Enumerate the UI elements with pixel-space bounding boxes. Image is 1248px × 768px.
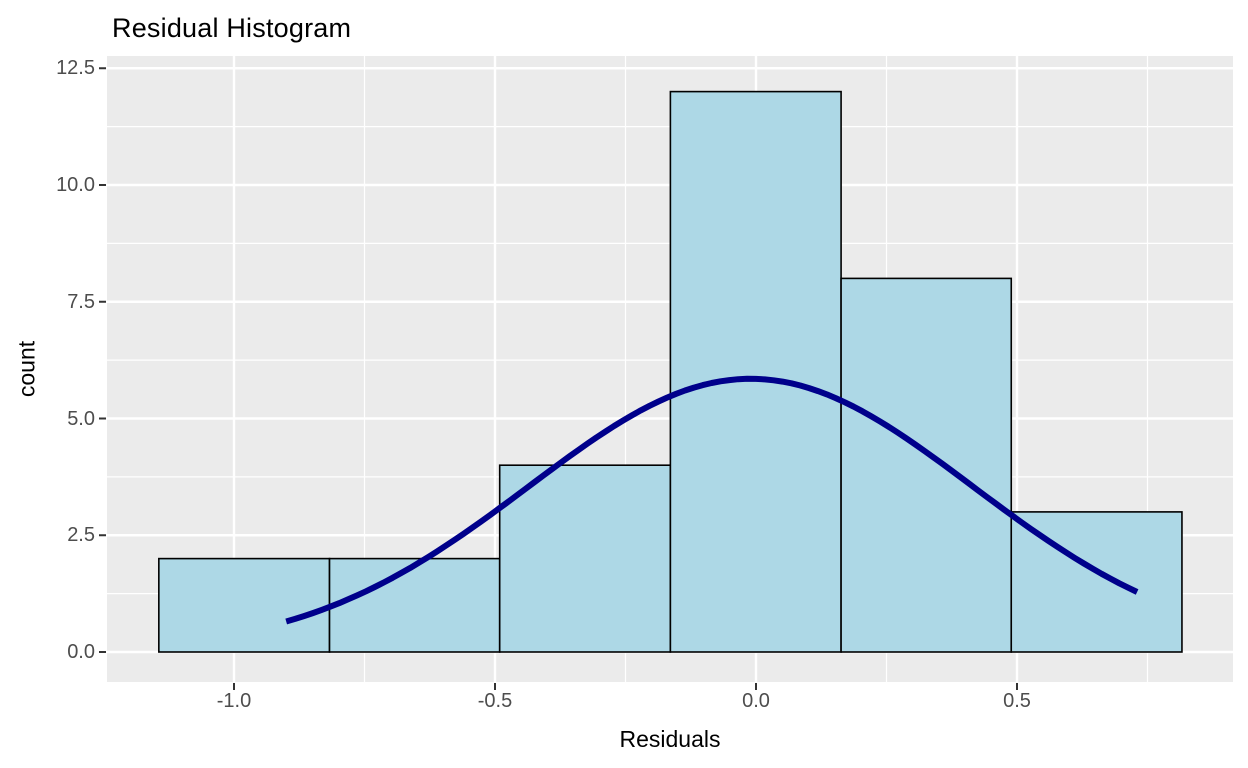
histogram-bar — [498, 464, 672, 653]
histogram-bar — [158, 557, 331, 653]
x-tick-label: 0.0 — [742, 690, 770, 712]
y-tick-label: 10.0 — [56, 174, 95, 196]
histogram-bar — [840, 277, 1013, 653]
x-tick-label: -0.5 — [477, 690, 513, 712]
x-tick-label: 0.5 — [1003, 690, 1031, 712]
y-tick-label: 2.5 — [67, 524, 95, 547]
y-tick-label: 0.0 — [67, 641, 95, 663]
histogram-bar — [669, 90, 842, 653]
histogram-bar — [328, 557, 501, 653]
x-axis-tick-labels: -1.0 -0.5 0.0 0.5 — [0, 690, 1248, 714]
x-tick-label: -1.0 — [216, 690, 252, 712]
chart-title: Residual Histogram — [112, 13, 352, 43]
x-axis-title: Residuals — [619, 726, 721, 752]
density-curve — [285, 375, 1139, 625]
y-tick-label: 5.0 — [67, 407, 95, 430]
histogram-bar — [1010, 511, 1183, 653]
y-tick-label: 12.5 — [56, 57, 95, 80]
y-axis-tick-labels: 0.0 2.5 5.0 7.5 10.0 12.5 — [0, 0, 100, 768]
y-tick-label: 7.5 — [67, 290, 95, 313]
